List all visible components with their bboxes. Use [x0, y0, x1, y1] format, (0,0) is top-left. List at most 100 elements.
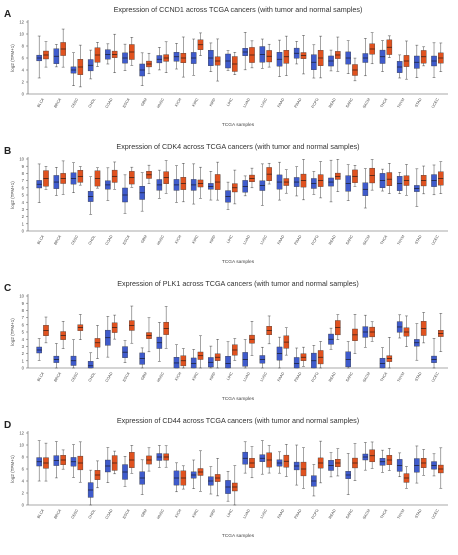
box-normal-read [328, 49, 334, 72]
x-tick-label: COAD [105, 508, 114, 520]
x-tick-label: HNSC [156, 371, 165, 383]
x-tick-label: SKCM [362, 98, 371, 110]
box-tumor-lihc [232, 338, 238, 361]
box-normal-kich [173, 43, 180, 70]
x-tick-label: LUAD [242, 97, 251, 108]
x-tick-label: PAAD [277, 97, 286, 108]
x-tick-label: LUAD [242, 508, 251, 519]
box-tumor-prad [300, 447, 307, 489]
box-normal-cesc [70, 444, 77, 478]
x-tick-label: PRAD [294, 234, 303, 245]
box-normal-chol [87, 49, 94, 80]
x-tick-label: LUSC [260, 371, 269, 382]
box-tumor-ucec [438, 42, 444, 72]
y-tick-label: 0 [22, 503, 25, 508]
box-normal-luad [242, 32, 248, 71]
box-tumor-esca [129, 305, 135, 344]
x-tick-label: LUSC [260, 97, 269, 108]
x-tick-label: COAD [105, 371, 114, 383]
x-tick-label: PRAD [294, 371, 303, 382]
y-tick-label: 8 [22, 44, 25, 49]
box-normal-skcm [362, 442, 369, 471]
x-tick-label: STAD [414, 97, 423, 108]
box-tumor-read [335, 448, 341, 477]
y-tick-label: 0 [22, 366, 25, 371]
x-tick-label: ESCA [122, 508, 131, 519]
box-tumor-thca [386, 35, 393, 58]
y-tick-label: 1 [22, 358, 25, 363]
box-normal-esca [122, 340, 128, 363]
box-tumor-cesc [77, 166, 84, 186]
x-tick-label: KIRP [209, 97, 217, 107]
box-normal-ucec [431, 453, 437, 477]
box-tumor-chol [94, 42, 101, 67]
box-normal-thca [379, 449, 386, 473]
y-tick-label: 8 [22, 308, 25, 313]
box-tumor-cesc [77, 441, 84, 483]
box-normal-kirc [190, 38, 197, 76]
x-tick-label: BLCA [37, 234, 46, 245]
panel-d: D Expression of CD44 across TCGA cancers … [4, 416, 448, 539]
box-normal-ucec [431, 338, 437, 369]
x-tick-label: CHOL [88, 235, 97, 246]
x-tick-label: READ [328, 508, 337, 519]
x-axis-label: TCGA samples [222, 533, 255, 539]
x-tick-label: UCEC [431, 371, 440, 383]
box-normal-paad [276, 451, 283, 474]
x-tick-label: KICH [174, 371, 182, 381]
y-tick-label: 4 [22, 68, 25, 73]
x-tick-label: LIHC [226, 234, 234, 244]
box-normal-kich [173, 165, 180, 203]
x-tick-label: BLCA [37, 97, 46, 108]
y-tick-label: 3 [22, 207, 25, 212]
box-normal-cesc [70, 162, 77, 193]
x-tick-label: KIRC [191, 97, 199, 107]
box-normal-chol [87, 469, 94, 506]
box-normal-sarc [345, 40, 351, 74]
box-tumor-pcpg [317, 440, 324, 484]
x-tick-label: KICH [174, 97, 182, 107]
x-tick-label: THYM [397, 98, 406, 109]
box-tumor-paad [283, 327, 290, 356]
chart-title: Expression of PLK1 across TCGA cancers (… [117, 279, 359, 288]
box-normal-luad [242, 441, 248, 474]
box-tumor-luad [249, 40, 255, 69]
x-tick-label: SARC [345, 234, 354, 245]
box-body [190, 357, 197, 369]
box-normal-chol [87, 352, 94, 369]
box-tumor-stad [420, 165, 427, 195]
x-tick-label: PCPG [311, 371, 320, 382]
y-tick-label: 1 [22, 221, 25, 226]
x-tick-label: LUSC [260, 508, 269, 519]
box-normal-chol [87, 176, 94, 215]
y-tick-label: 6 [22, 56, 25, 61]
y-tick-label: 5 [22, 330, 25, 335]
box-normal-kirp [208, 345, 214, 369]
box-tumor-chol [94, 460, 101, 489]
chart-title: Expression of CDK4 across TCGA cancers (… [116, 142, 359, 151]
box-tumor-coad [111, 314, 118, 340]
y-tick-label: 4 [22, 337, 25, 342]
x-tick-label: BRCA [53, 97, 62, 109]
box-normal-kich [173, 344, 180, 369]
box-tumor-luad [249, 446, 255, 479]
box-normal-hnsc [156, 169, 163, 199]
x-tick-label: THCA [380, 508, 389, 519]
box-body [379, 357, 386, 369]
box-normal-stad [414, 445, 420, 484]
x-tick-label: PRAD [294, 508, 303, 519]
box-normal-lihc [225, 471, 231, 502]
box-tumor-thca [386, 448, 393, 471]
box-normal-read [328, 159, 334, 203]
box-normal-prad [293, 166, 300, 197]
x-tick-label: ESCA [122, 97, 131, 108]
x-tick-label: UCEC [431, 234, 440, 246]
box-tumor-chol [94, 167, 101, 189]
box-tumor-sarc [352, 443, 358, 481]
panel-b: B Expression of CDK4 across TCGA cancers … [4, 142, 448, 265]
box-tumor-esca [129, 37, 135, 66]
x-tick-label: PCPG [311, 234, 320, 245]
box-tumor-luad [249, 321, 255, 356]
box-tumor-skcm [369, 32, 375, 65]
box-normal-coad [105, 43, 111, 65]
